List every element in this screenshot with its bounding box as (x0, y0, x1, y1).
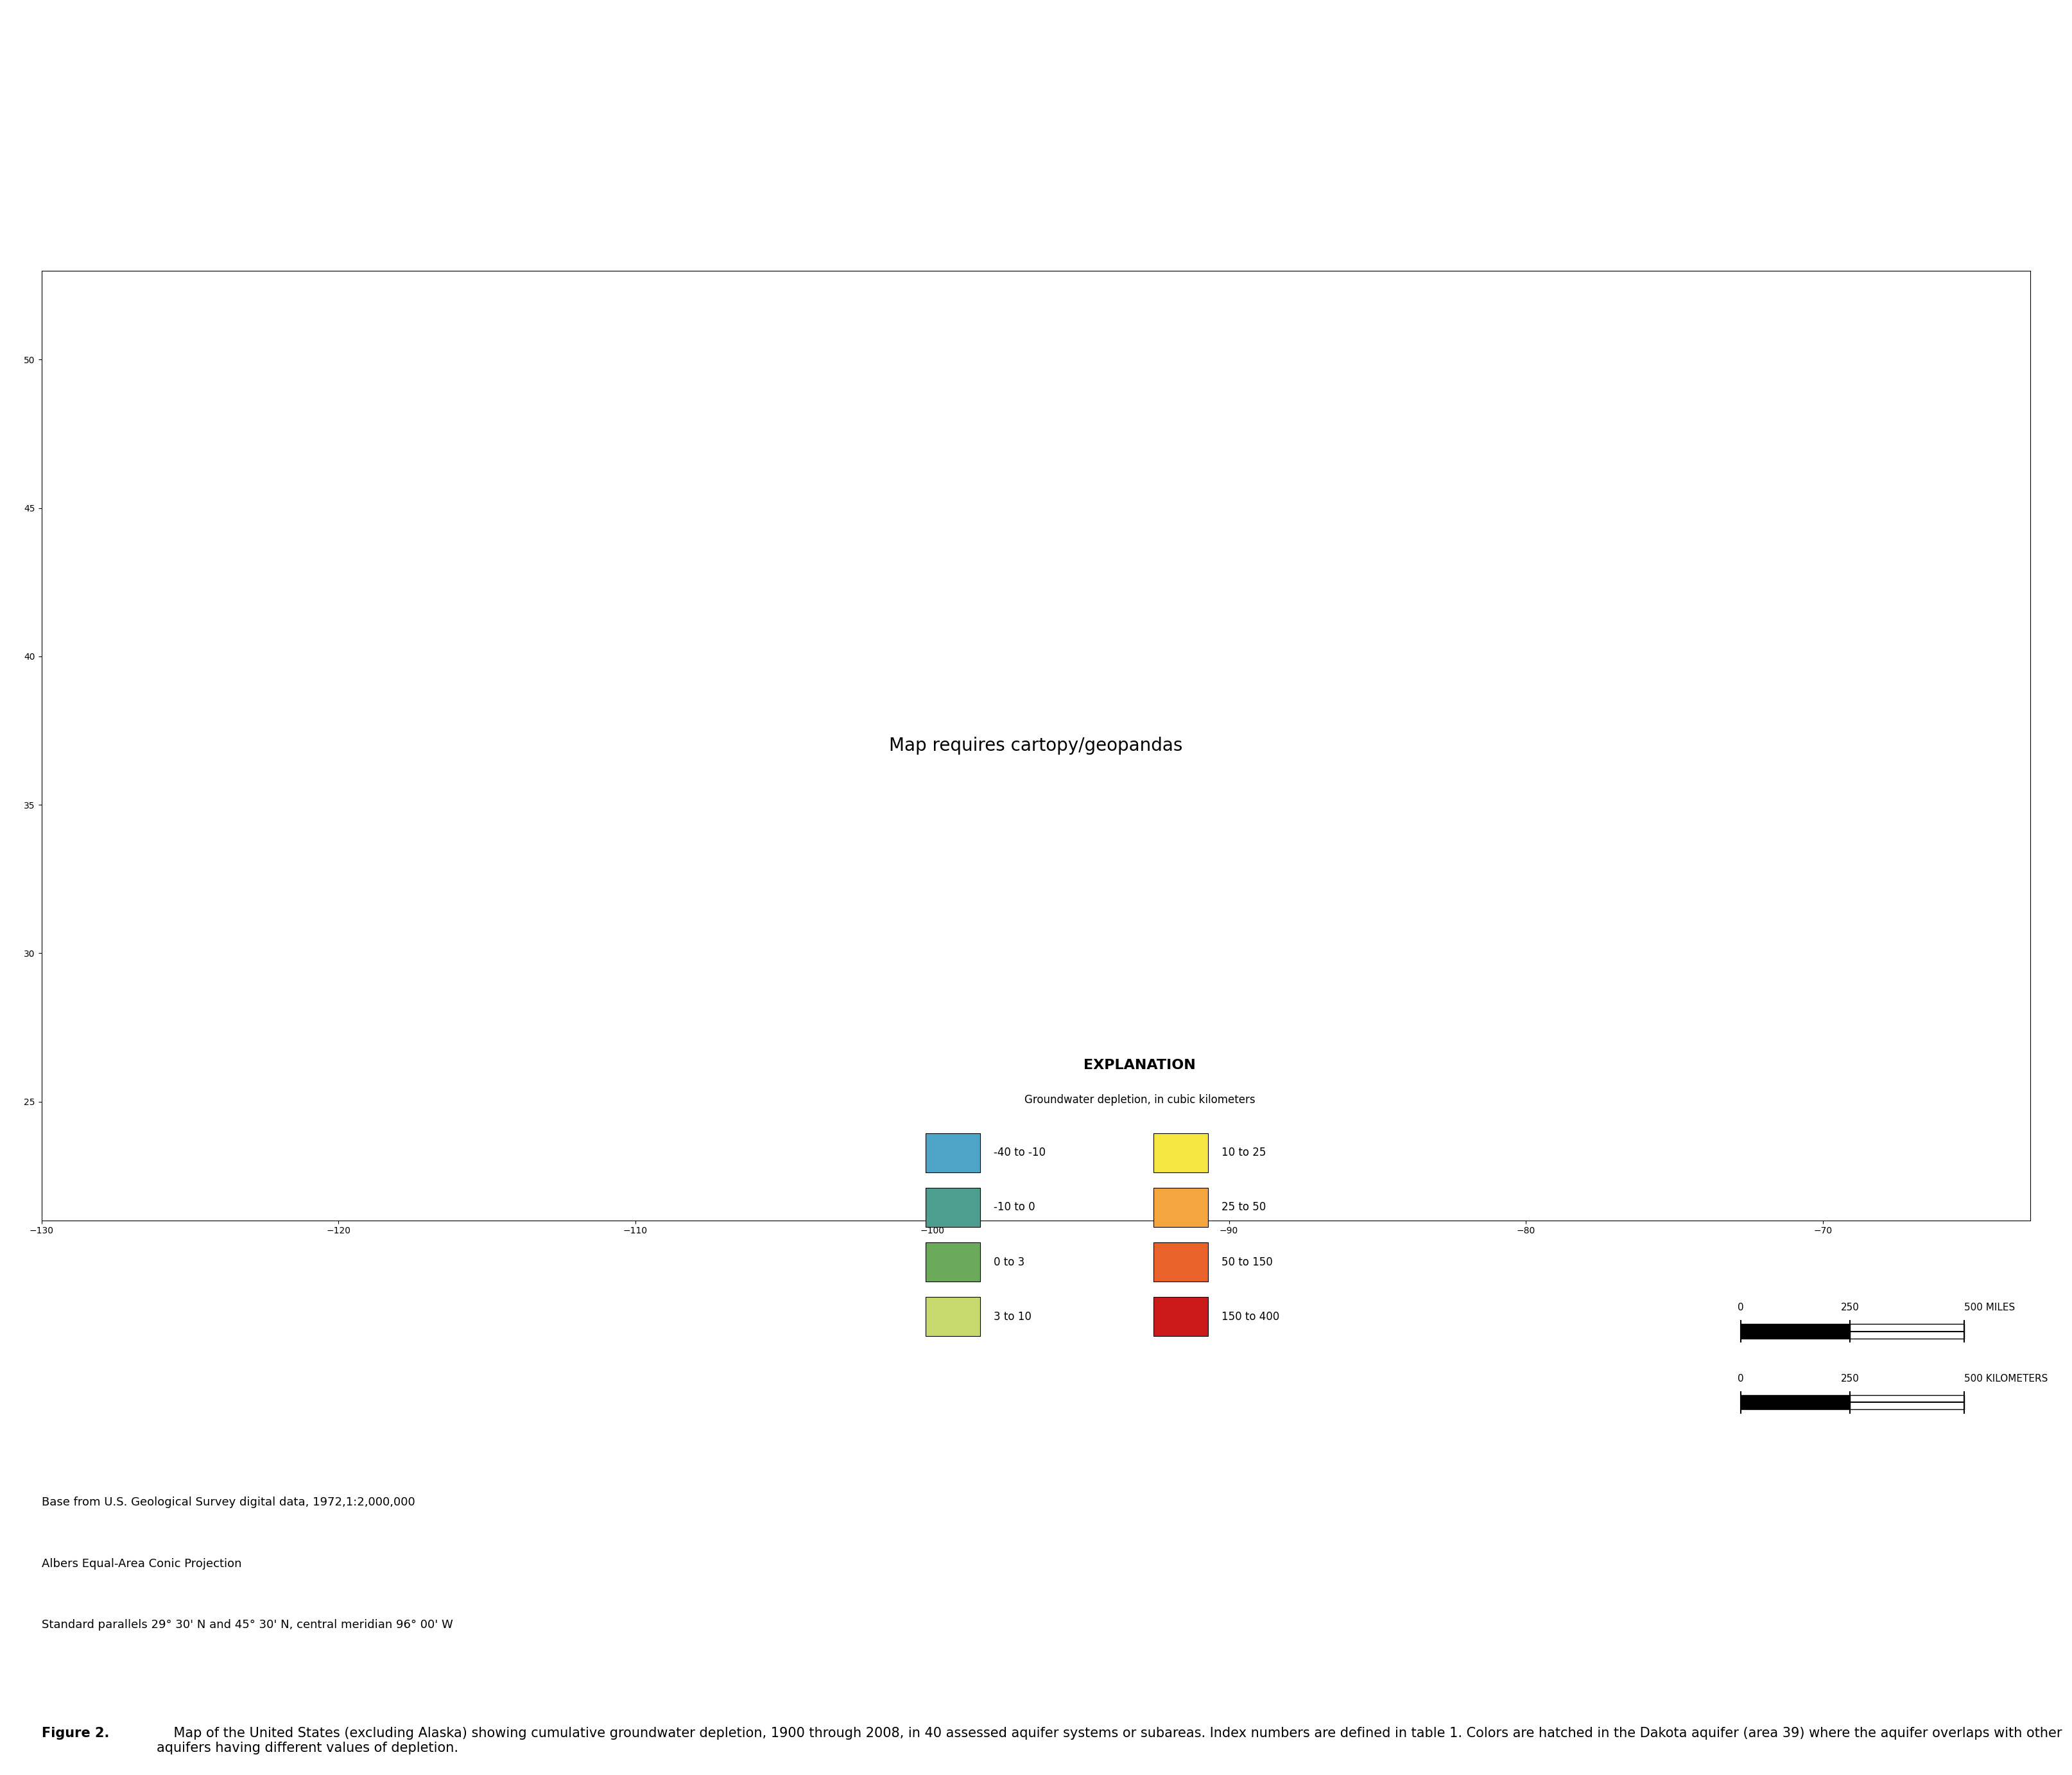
FancyBboxPatch shape (926, 1298, 980, 1337)
Text: 0 to 3: 0 to 3 (995, 1257, 1026, 1267)
Text: 25 to 50: 25 to 50 (1222, 1202, 1266, 1212)
Text: 10 to 25: 10 to 25 (1222, 1147, 1266, 1159)
Text: 0: 0 (1738, 1374, 1743, 1383)
Text: 3 to 10: 3 to 10 (995, 1312, 1032, 1322)
Text: Groundwater depletion, in cubic kilometers: Groundwater depletion, in cubic kilomete… (1024, 1093, 1256, 1106)
Text: 50 to 150: 50 to 150 (1222, 1257, 1272, 1267)
Text: Figure 2.: Figure 2. (41, 1727, 110, 1739)
Bar (1740, 1324, 1850, 1338)
Bar (1850, 1324, 1964, 1338)
FancyBboxPatch shape (1154, 1242, 1208, 1282)
FancyBboxPatch shape (926, 1242, 980, 1282)
FancyBboxPatch shape (1154, 1187, 1208, 1227)
FancyBboxPatch shape (1154, 1298, 1208, 1337)
Bar (1850, 1395, 1964, 1409)
Text: Map requires cartopy/geopandas: Map requires cartopy/geopandas (889, 737, 1183, 754)
Text: 250: 250 (1840, 1303, 1859, 1312)
Text: 250: 250 (1840, 1374, 1859, 1383)
Bar (1740, 1395, 1850, 1409)
Text: EXPLANATION: EXPLANATION (1084, 1060, 1196, 1072)
Text: Map of the United States (excluding Alaska) showing cumulative groundwater deple: Map of the United States (excluding Alas… (157, 1727, 2062, 1754)
Text: 0: 0 (1738, 1303, 1743, 1312)
Text: Base from U.S. Geological Survey digital data, 1972,1:2,000,000: Base from U.S. Geological Survey digital… (41, 1496, 414, 1509)
Text: -40 to -10: -40 to -10 (995, 1147, 1046, 1159)
Text: 150 to 400: 150 to 400 (1222, 1312, 1280, 1322)
Text: 500 MILES: 500 MILES (1964, 1303, 2016, 1312)
FancyBboxPatch shape (926, 1187, 980, 1227)
FancyBboxPatch shape (1154, 1132, 1208, 1172)
FancyBboxPatch shape (926, 1132, 980, 1172)
Text: 500 KILOMETERS: 500 KILOMETERS (1964, 1374, 2047, 1383)
Text: -10 to 0: -10 to 0 (995, 1202, 1036, 1212)
Text: Albers Equal-Area Conic Projection: Albers Equal-Area Conic Projection (41, 1558, 240, 1569)
Text: Standard parallels 29° 30' N and 45° 30' N, central meridian 96° 00' W: Standard parallels 29° 30' N and 45° 30'… (41, 1619, 452, 1631)
